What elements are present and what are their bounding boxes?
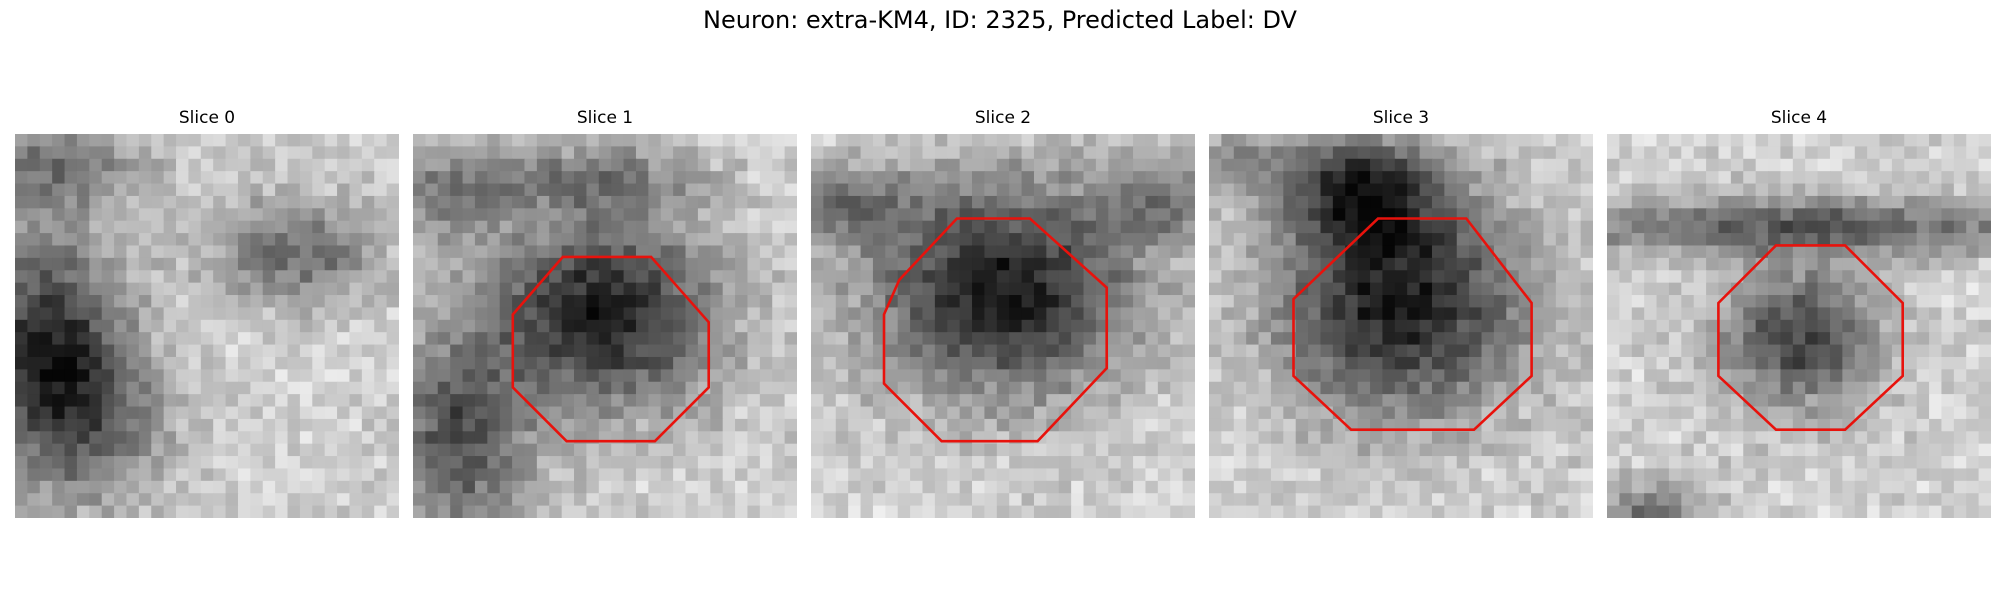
slice-4-image xyxy=(1607,134,1991,518)
slice-0-image xyxy=(15,134,399,518)
figure-title: Neuron: extra-KM4, ID: 2325, Predicted L… xyxy=(703,6,1297,34)
cell-contour xyxy=(882,217,1109,443)
slice-1-title: Slice 1 xyxy=(576,108,634,128)
slice-4-title: Slice 4 xyxy=(1770,108,1828,128)
cell-contour xyxy=(511,255,711,443)
slice-3-image xyxy=(1209,134,1593,518)
slice-2-image xyxy=(811,134,1195,518)
slice-1-image xyxy=(413,134,797,518)
slice-3-title: Slice 3 xyxy=(1372,108,1430,128)
cell-contour xyxy=(1717,244,1905,432)
slice-0-title: Slice 0 xyxy=(178,108,236,128)
cell-contour xyxy=(1292,217,1533,432)
slice-2-title: Slice 2 xyxy=(974,108,1032,128)
